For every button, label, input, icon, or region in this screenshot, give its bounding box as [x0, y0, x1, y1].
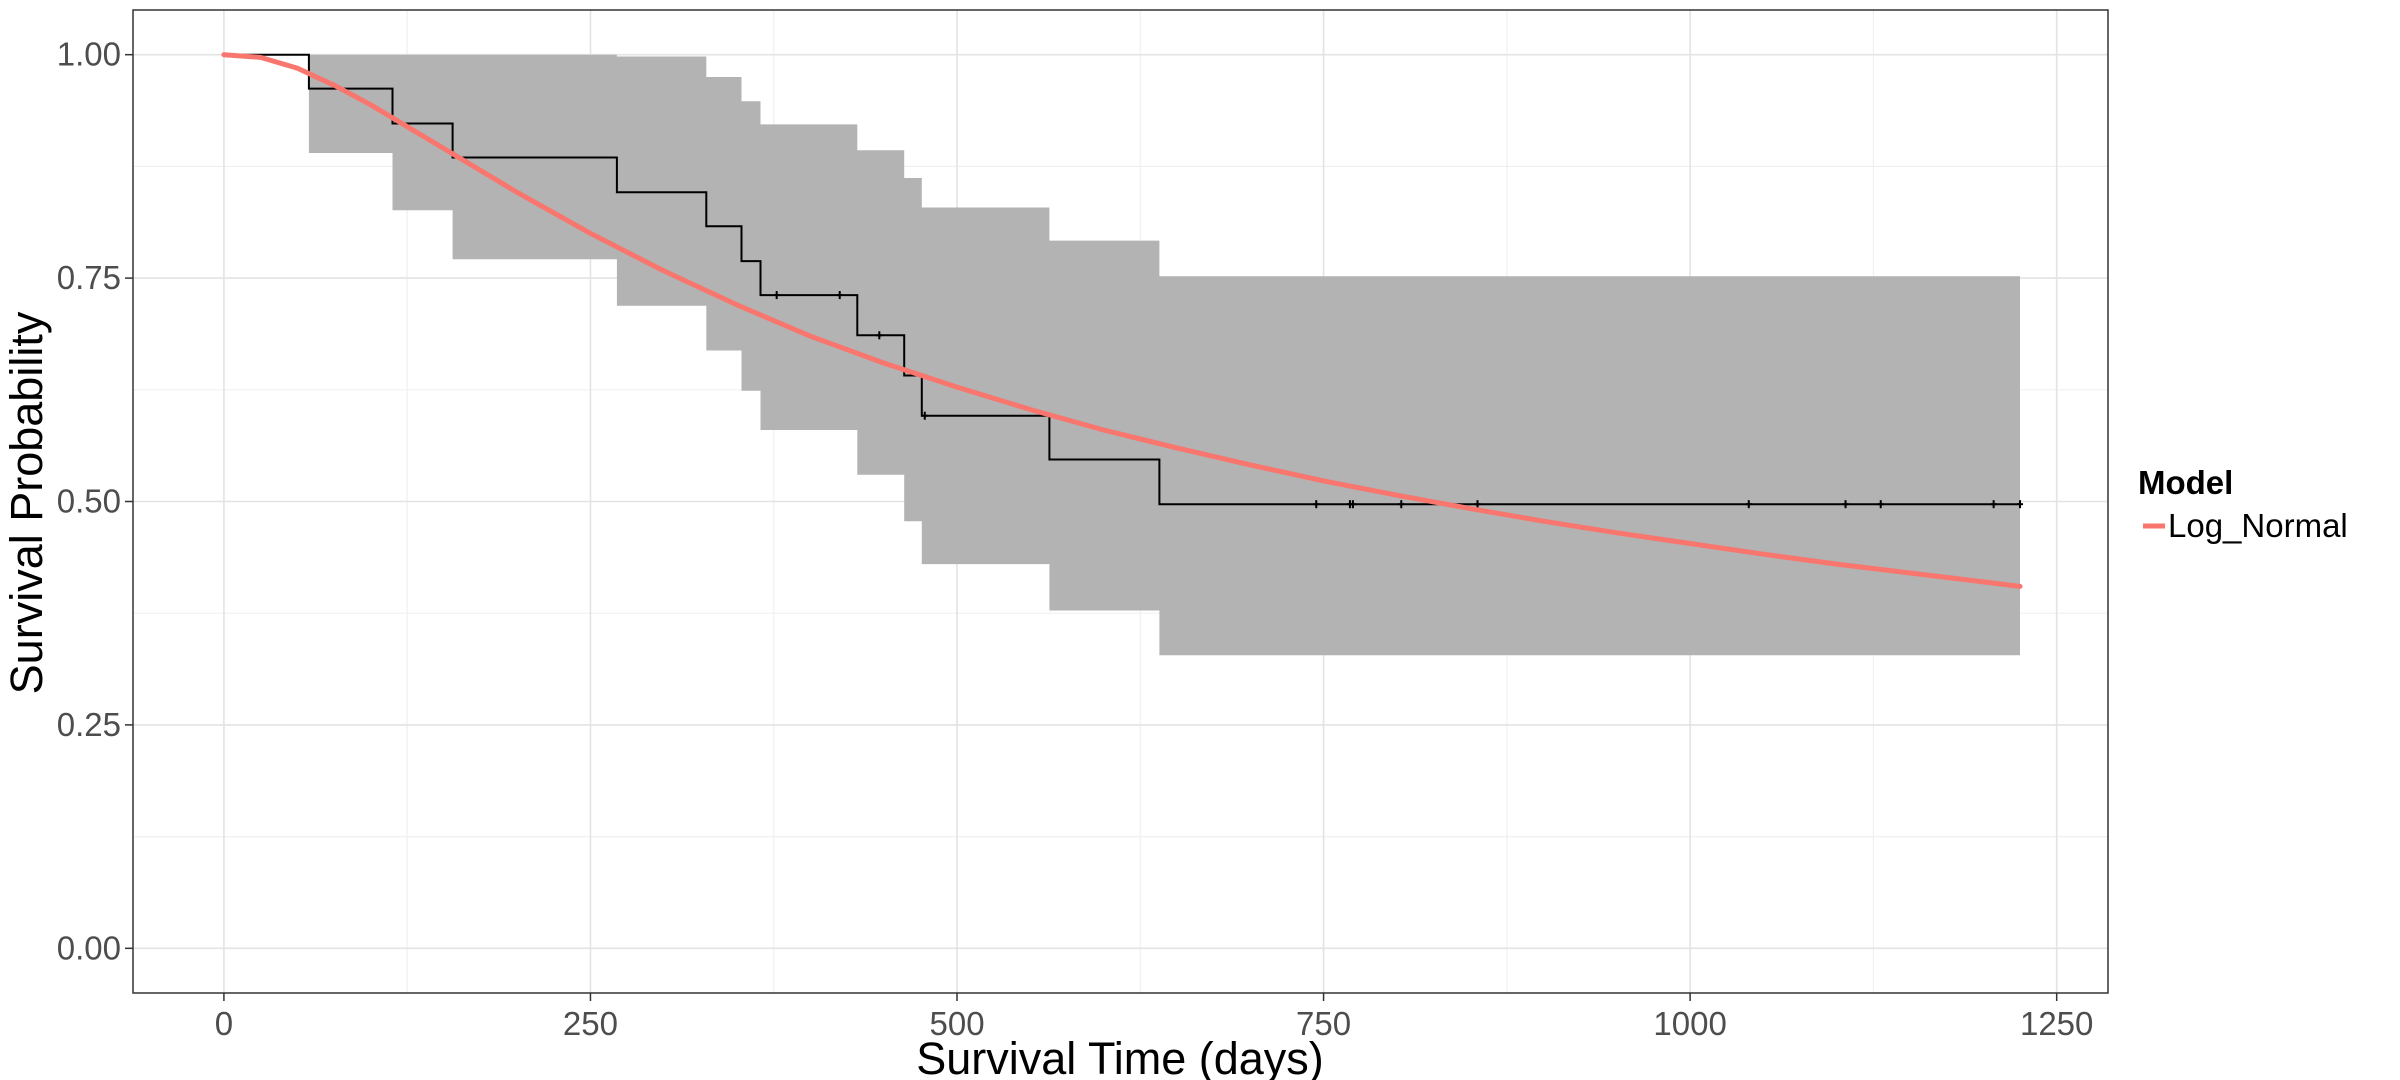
x-tick-label: 1250	[2020, 1005, 2093, 1042]
x-tick-label: 1000	[1653, 1005, 1726, 1042]
legend-label-log-normal: Log_Normal	[2168, 507, 2348, 544]
x-tick-label: 250	[563, 1005, 618, 1042]
legend-title: Model	[2138, 464, 2233, 501]
y-axis: 0.00 0.25 0.50 0.75 1.00	[57, 36, 133, 966]
x-tick-label: 500	[929, 1005, 984, 1042]
x-tick-label: 750	[1296, 1005, 1351, 1042]
legend: Model Log_Normal	[2138, 464, 2348, 544]
y-axis-title: Survival Probability	[1, 311, 52, 694]
x-tick-label: 0	[215, 1005, 233, 1042]
y-tick-label: 0.25	[57, 706, 121, 743]
x-axis-title: Survival Time (days)	[916, 1033, 1324, 1080]
series-line-log-normal	[221, 52, 2023, 589]
y-tick-label: 1.00	[57, 36, 121, 73]
x-axis: 0 250 500 750 1000 1250	[215, 993, 2093, 1042]
y-tick-label: 0.75	[57, 259, 121, 296]
y-tick-label: 0.00	[57, 929, 121, 966]
y-tick-label: 0.50	[57, 483, 121, 520]
model-layer	[221, 52, 2023, 589]
